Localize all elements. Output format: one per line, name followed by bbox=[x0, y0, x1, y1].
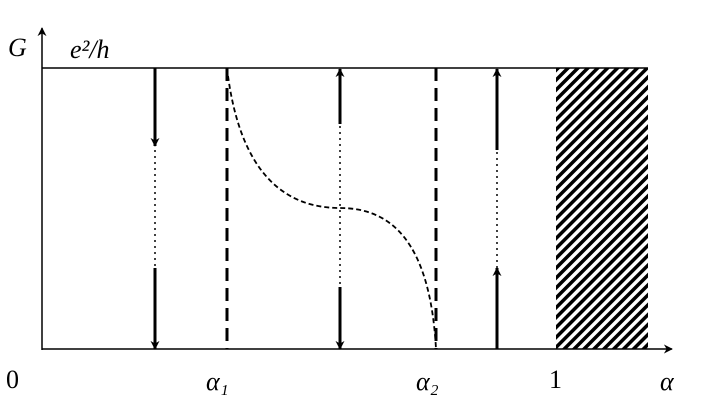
hatched-region bbox=[556, 68, 648, 349]
alpha1-label: α₁ bbox=[206, 367, 229, 396]
alpha2-label: α₂ bbox=[416, 367, 439, 396]
conductance-curve bbox=[226, 67, 437, 350]
origin-label: 0 bbox=[6, 365, 19, 394]
x-axis-label: α bbox=[660, 367, 675, 396]
y-axis-label: G bbox=[8, 33, 27, 62]
one-label: 1 bbox=[549, 365, 562, 394]
top-level-label: e²/h bbox=[70, 35, 110, 64]
